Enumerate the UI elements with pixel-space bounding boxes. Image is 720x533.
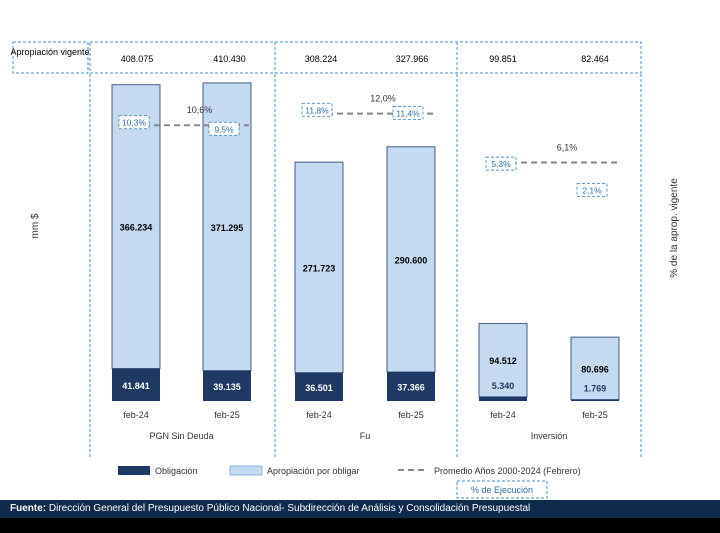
- label-obligacion: 5.340: [492, 381, 515, 391]
- label-apropiacion: 366.234: [120, 223, 153, 233]
- group-label: PGN Sin Deuda: [149, 431, 213, 441]
- execution-pct-label: 11,8%: [305, 105, 329, 115]
- source-text: Dirección General del Presupuesto Públic…: [48, 503, 531, 514]
- header-label: Apropiación vigente: [10, 47, 89, 57]
- label-obligacion: 36.501: [305, 383, 333, 393]
- group-label: Fu: [360, 431, 371, 441]
- execution-pct-label: 9,5%: [214, 124, 234, 134]
- execution-pct-box: [576, 183, 608, 198]
- legend-label-promedio: Promedio Años 2000-2024 (Febrero): [434, 466, 581, 476]
- label-apropiacion: 290.600: [395, 255, 428, 265]
- y2-axis-label: % de la aprop. vigente: [669, 178, 680, 278]
- appropriation-value: 308.224: [305, 54, 338, 64]
- average-label: 10,6%: [187, 105, 213, 115]
- label-apropiacion: 94.512: [489, 356, 517, 366]
- legend-swatch-apropiacion: [229, 465, 263, 476]
- label-apropiacion: 80.696: [581, 364, 609, 374]
- bar-apropiacion: [570, 336, 620, 401]
- group-separators: [89, 74, 642, 458]
- average-label: 12,0%: [370, 94, 396, 104]
- x-tick-label: feb-24: [306, 410, 332, 420]
- x-tick-label: feb-25: [214, 410, 240, 420]
- execution-pct-label: 11,4%: [396, 109, 420, 119]
- bar-apropiacion: [478, 323, 528, 398]
- label-obligacion: 39.135: [213, 382, 241, 392]
- legend: Obligación Apropiación por obligar Prome…: [118, 465, 581, 499]
- execution-pct-label: 2,1%: [582, 186, 602, 196]
- label-apropiacion: 371.295: [211, 223, 244, 233]
- execution-pct-box: [118, 115, 150, 130]
- appropriation-value: 408.075: [121, 54, 154, 64]
- header-label-box: [12, 41, 89, 74]
- appropriation-value: 410.430: [213, 54, 246, 64]
- bar-apropiacion: [111, 84, 161, 369]
- bar-obligacion: [295, 372, 343, 401]
- average-label: 6,1%: [557, 142, 578, 152]
- legend-execution-label: % de Ejecución: [471, 485, 533, 495]
- bar-obligacion: [203, 370, 251, 401]
- x-tick-label: feb-24: [490, 410, 516, 420]
- execution-pct-label: 10,3%: [122, 118, 147, 128]
- y-axis-label: mm $: [30, 213, 41, 238]
- appropriation-header-row: 408.075 410.430 308.224 327.966 99.851 82.464: [89, 41, 642, 74]
- appropriation-value: 82.464: [581, 54, 609, 64]
- legend-execution-box: [456, 480, 548, 499]
- execution-pct-label: 5,3%: [491, 159, 511, 169]
- appropriation-value: 99.851: [489, 54, 517, 64]
- header-row-box: [89, 41, 642, 74]
- source-footer: Fuente: Dirección General del Presupuest…: [0, 500, 720, 518]
- label-apropiacion: 271.723: [303, 263, 336, 273]
- execution-pct-box: [392, 106, 424, 121]
- source-label: Fuente:: [10, 503, 47, 514]
- execution-pct-box: [301, 102, 333, 117]
- budget-execution-chart: Apropiación vigente 408.075 410.430 308.22…: [10, 41, 680, 499]
- execution-pct-box: [485, 156, 517, 171]
- bar-obligacion: [479, 396, 527, 401]
- bar-apropiacion: [386, 146, 436, 373]
- label-obligacion: 37.366: [397, 383, 425, 393]
- legend-label-apropiacion: Apropiación por obligar: [267, 466, 360, 476]
- bars-layer: 366.234 41.841 371.295 39.135 271.723 36.501 2…: [111, 82, 620, 401]
- bar-obligacion: [387, 372, 435, 401]
- bar-obligacion: [112, 368, 160, 401]
- execution-pct-box: [208, 121, 240, 136]
- x-tick-label: feb-24: [123, 410, 149, 420]
- label-obligacion: 1.769: [584, 384, 607, 394]
- label-obligacion: 41.841: [122, 381, 150, 391]
- legend-swatch-obligacion: [118, 466, 150, 475]
- bar-obligacion: [571, 399, 619, 401]
- bottom-bar: [0, 518, 720, 533]
- group-label: Inversión: [531, 431, 568, 441]
- legend-label-obligacion: Obligación: [155, 466, 198, 476]
- x-tick-label: feb-25: [398, 410, 424, 420]
- x-axis-labels: feb-24 feb-25 feb-24 feb-25 feb-24 feb-25 PGN …: [123, 410, 608, 441]
- execution-pct-layer: 10,3% 9,5% 11,8% 11,4% 5,3% 2,1%: [118, 102, 608, 198]
- x-tick-label: feb-25: [582, 410, 608, 420]
- appropriation-value: 327.966: [396, 54, 429, 64]
